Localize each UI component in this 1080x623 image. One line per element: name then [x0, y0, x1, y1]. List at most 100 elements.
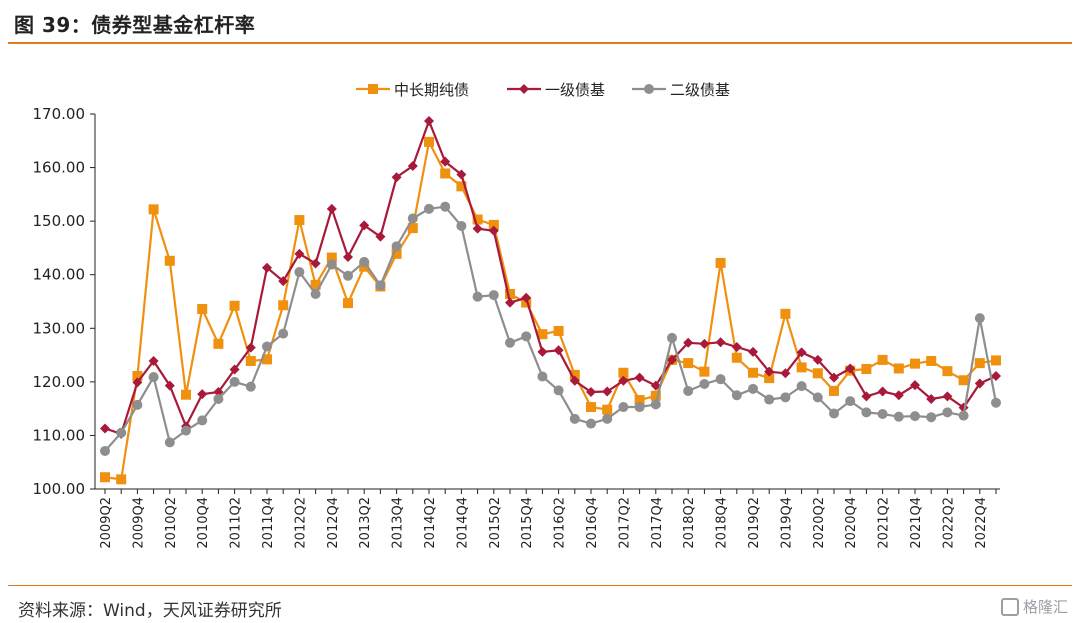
- data-point: [812, 354, 823, 365]
- data-point: [731, 342, 742, 353]
- data-point: [634, 372, 645, 383]
- x-tick-label: 2014Q4: [455, 497, 470, 549]
- data-point: [796, 347, 807, 358]
- x-tick-label: 2018Q4: [715, 497, 730, 549]
- data-point: [197, 415, 208, 426]
- x-tick-label: 2020Q4: [844, 497, 859, 549]
- data-point: [942, 407, 953, 418]
- data-point: [505, 337, 515, 348]
- data-point: [829, 372, 839, 383]
- data-point: [877, 409, 888, 419]
- data-point: [586, 418, 596, 429]
- x-tick-label: 2015Q2: [488, 497, 503, 549]
- data-point: [343, 298, 353, 309]
- series-line: [104, 119, 997, 435]
- data-point: [715, 374, 726, 385]
- data-point: [391, 248, 402, 259]
- x-tick-label: 2014Q2: [423, 497, 438, 549]
- data-point: [326, 259, 337, 270]
- data-point: [343, 270, 353, 281]
- data-point: [731, 352, 742, 363]
- data-point: [942, 391, 953, 402]
- x-tick-label: 2013Q2: [358, 497, 373, 549]
- data-point: [861, 407, 872, 418]
- data-point: [748, 367, 758, 378]
- data-point: [699, 379, 710, 389]
- data-point: [213, 338, 224, 349]
- data-point: [796, 381, 807, 392]
- data-point: [650, 390, 661, 401]
- data-point: [618, 402, 629, 413]
- data-point: [472, 291, 483, 302]
- legend-marker: [644, 84, 654, 94]
- legend-marker: [519, 84, 529, 94]
- data-point: [829, 385, 839, 396]
- data-point: [667, 332, 677, 343]
- x-tick-label: 2016Q2: [553, 497, 568, 549]
- x-tick-label: 2015Q4: [520, 497, 535, 549]
- data-point: [974, 313, 985, 324]
- figure-title: 图 39：债券型基金杠杆率: [14, 12, 256, 37]
- data-point: [245, 381, 256, 392]
- data-point: [132, 377, 143, 388]
- data-point: [974, 358, 985, 369]
- data-point: [699, 338, 710, 349]
- y-tick-label: 170.00: [33, 105, 86, 123]
- data-point: [472, 214, 483, 225]
- data-point: [942, 366, 953, 377]
- data-point: [488, 219, 499, 230]
- data-point: [164, 437, 175, 448]
- source-note: 资料来源：Wind，天风证券研究所: [18, 601, 282, 621]
- data-point: [974, 378, 985, 389]
- data-point: [294, 248, 305, 259]
- data-point: [164, 380, 175, 391]
- x-tick-label: 2021Q2: [877, 497, 892, 549]
- data-point: [537, 329, 548, 340]
- data-point: [116, 427, 127, 438]
- data-point: [650, 380, 661, 391]
- header-rule: [8, 42, 1072, 44]
- data-point: [391, 172, 402, 183]
- x-tick-label: 2017Q4: [650, 497, 665, 549]
- data-point: [861, 364, 872, 374]
- x-tick-label: 2011Q2: [229, 497, 244, 549]
- data-point: [391, 241, 402, 252]
- data-point: [764, 373, 775, 384]
- x-tick-label: 2010Q4: [196, 497, 211, 549]
- data-point: [310, 289, 321, 299]
- legend-label: 一级债基: [545, 81, 605, 99]
- x-tick-label: 2020Q2: [812, 497, 827, 549]
- data-point: [812, 392, 823, 403]
- data-point: [148, 372, 159, 383]
- data-point: [602, 404, 613, 415]
- data-point: [488, 290, 499, 301]
- data-point: [586, 402, 596, 413]
- data-point: [634, 395, 645, 406]
- data-point: [796, 362, 807, 373]
- data-point: [553, 385, 564, 396]
- data-point: [634, 402, 645, 413]
- data-point: [424, 115, 434, 126]
- data-point: [100, 423, 110, 434]
- x-tick-label: 2021Q4: [909, 497, 924, 549]
- watermark: 格隆汇: [1000, 596, 1068, 617]
- data-point: [893, 390, 904, 401]
- data-point: [910, 411, 920, 422]
- data-point: [245, 342, 256, 353]
- data-point: [488, 225, 499, 236]
- data-point: [424, 203, 434, 214]
- data-point: [213, 387, 224, 398]
- data-point: [893, 411, 904, 422]
- data-point: [132, 399, 143, 410]
- y-tick-label: 140.00: [33, 266, 86, 284]
- data-point: [877, 354, 888, 365]
- data-point: [958, 375, 969, 386]
- data-point: [877, 386, 888, 397]
- data-point: [310, 279, 321, 290]
- data-point: [748, 346, 758, 357]
- data-point: [278, 276, 289, 287]
- data-point: [229, 300, 240, 311]
- data-point: [262, 341, 272, 352]
- data-point: [375, 280, 386, 291]
- data-point: [456, 220, 467, 231]
